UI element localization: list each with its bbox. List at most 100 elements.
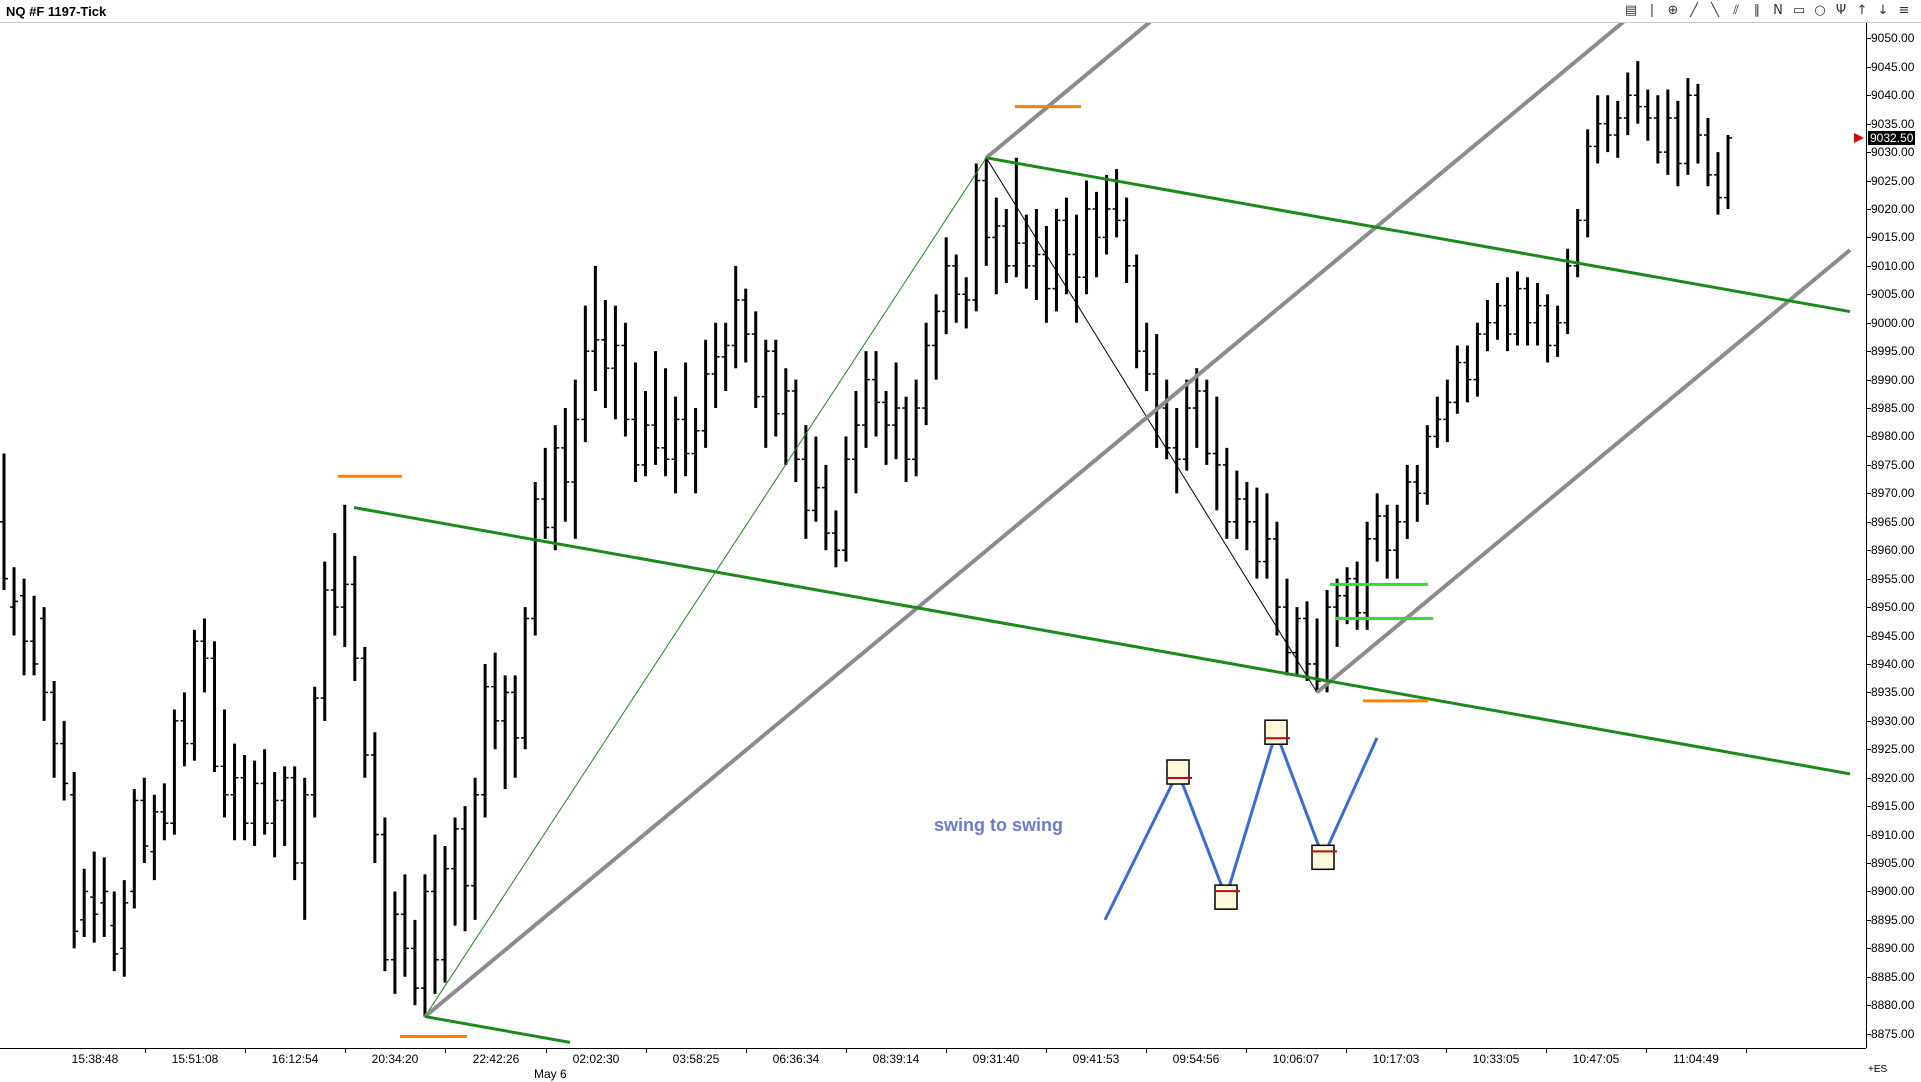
price-axis[interactable]: 9050.00 9045.00 9040.00 9035.00 9030.00 9025.…	[1866, 23, 1921, 1048]
last-price-marker-icon	[1854, 132, 1864, 143]
time-tick-label: 15:38:48	[71, 1052, 119, 1066]
price-tick-label: 8995.00	[1871, 344, 1915, 359]
price-tick-label: 9020.00	[1871, 201, 1915, 216]
parallel-lines-icon[interactable]: ∥	[1753, 3, 1761, 18]
rectangle-icon[interactable]: ▭	[1792, 3, 1806, 18]
time-tick-mark	[846, 1049, 847, 1053]
swing-line-up	[424, 157, 987, 1017]
indicator-icon[interactable]: ≡	[1898, 3, 1910, 18]
time-tick-mark	[1146, 1049, 1147, 1053]
n-wave-icon[interactable]: N	[1773, 3, 1783, 18]
price-tick-mark	[1867, 1005, 1871, 1007]
price-tick-label: 8970.00	[1871, 486, 1915, 501]
price-tick-mark	[1867, 180, 1871, 182]
price-tick-label: 9010.00	[1871, 258, 1915, 273]
price-tick-label: 8885.00	[1871, 969, 1915, 984]
price-tick-mark	[1867, 976, 1871, 978]
swing-box	[1264, 719, 1288, 745]
price-tick-label: 9050.00	[1871, 31, 1915, 46]
price-tick-label: 9040.00	[1871, 88, 1915, 103]
time-tick-label: 15:51:08	[171, 1052, 219, 1066]
price-tick-label: 8905.00	[1871, 856, 1915, 870]
time-tick-mark	[546, 1049, 547, 1053]
time-tick-label: 10:33:05	[1472, 1052, 1520, 1066]
price-tick-mark	[1867, 294, 1871, 296]
price-tick-mark	[1867, 578, 1871, 580]
time-tick-label: 09:41:53	[1072, 1052, 1120, 1066]
time-tick-label: 03:58:25	[672, 1052, 720, 1066]
price-tick-label: 8955.00	[1871, 571, 1915, 586]
crosshair-icon[interactable]: ⊕	[1667, 3, 1679, 18]
time-tick-label: 22:42:26	[472, 1052, 520, 1066]
price-tick-label: 9015.00	[1871, 230, 1915, 245]
price-tick-mark	[1867, 834, 1871, 836]
swing-box	[1214, 884, 1238, 910]
price-tick-mark	[1867, 749, 1871, 751]
arrow-down-icon[interactable]: ↓	[1877, 3, 1889, 18]
time-tick-label: 10:47:05	[1572, 1052, 1620, 1066]
time-tick-mark	[445, 1049, 446, 1053]
time-tick-label: 20:34:20	[371, 1052, 419, 1066]
time-tick-label: 09:31:40	[972, 1052, 1020, 1066]
price-tick-mark	[1867, 95, 1871, 97]
chart-type-icon[interactable]: ▤	[1624, 3, 1638, 18]
price-tick-label: 8950.00	[1871, 600, 1915, 615]
swing-box	[1311, 844, 1335, 871]
price-tick-label: 8880.00	[1871, 998, 1915, 1013]
price-tick-mark	[1867, 863, 1871, 864]
price-tick-label: 8895.00	[1871, 912, 1915, 927]
price-tick-mark	[1867, 38, 1871, 40]
channel-gray-lower	[423, 23, 1626, 1019]
price-tick-mark	[1867, 123, 1871, 125]
time-tick-label: 10:17:03	[1372, 1052, 1420, 1066]
price-tick-label: 8910.00	[1871, 827, 1915, 842]
arrow-up-icon[interactable]: ↑	[1856, 3, 1868, 18]
chart-titlebar: NQ #F 1197-Tick ▤ ❘ ⊕ ╱ ╲ ⫽ ∥ N ▭ ○ Ψ ↑ ↓ ≡	[0, 0, 1921, 23]
time-tick-label: 11:04:49	[1673, 1052, 1719, 1066]
corner-label: +ES	[1868, 1064, 1888, 1075]
price-tick-label: 9005.00	[1871, 287, 1915, 302]
line-tool-icon[interactable]: ╱	[1690, 3, 1698, 18]
trend-line-icon[interactable]: ╲	[1711, 3, 1719, 18]
time-tick-mark	[245, 1049, 246, 1053]
time-tick-mark	[946, 1049, 947, 1053]
time-tick-label: 10:06:07	[1272, 1052, 1320, 1066]
price-tick-mark	[1867, 379, 1871, 381]
channel-icon[interactable]: ⫽	[1733, 3, 1739, 18]
price-tick-label: 8875.00	[1871, 1026, 1915, 1041]
price-tick-label: 9045.00	[1871, 59, 1915, 74]
circle-icon[interactable]: ○	[1814, 3, 1826, 18]
last-price-label: 9032.50	[1868, 130, 1916, 145]
price-tick-label: 9030.00	[1871, 145, 1915, 160]
channel-green-upper	[986, 156, 1851, 314]
price-tick-label: 8965.00	[1871, 514, 1915, 529]
channel-green-bottom	[424, 1015, 571, 1044]
bar-type-icon[interactable]: ❘	[1646, 3, 1658, 18]
price-tick-label: 8920.00	[1871, 770, 1915, 785]
price-tick-mark	[1867, 322, 1871, 324]
time-tick-label: 09:54:56	[1172, 1052, 1220, 1066]
price-tick-mark	[1867, 436, 1871, 438]
price-tick-mark	[1867, 777, 1871, 779]
price-tick-mark	[1867, 635, 1871, 637]
time-axis[interactable]: May 6 15:38:48 15:51:08 16:12:54 20:34:20 22…	[0, 1048, 1866, 1082]
price-tick-mark	[1867, 208, 1871, 210]
price-tick-mark	[1867, 720, 1871, 722]
price-tick-mark	[1867, 464, 1871, 466]
time-tick-mark	[1646, 1049, 1647, 1053]
price-tick-label: 8915.00	[1871, 799, 1915, 814]
price-chart-plot[interactable]	[0, 23, 1866, 1048]
pitchfork-icon[interactable]: Ψ	[1835, 3, 1847, 18]
time-tick-label: 08:39:14	[872, 1052, 920, 1066]
price-tick-mark	[1867, 806, 1871, 808]
price-tick-label: 8980.00	[1871, 429, 1915, 444]
price-tick-mark	[1867, 521, 1871, 523]
price-tick-mark	[1867, 237, 1871, 239]
channel-green-lower	[353, 506, 1851, 776]
time-tick-mark	[345, 1049, 346, 1053]
price-tick-mark	[1867, 493, 1871, 495]
chart-title: NQ #F 1197-Tick	[6, 4, 107, 19]
time-tick-label: 06:36:34	[772, 1052, 820, 1066]
price-tick-mark	[1867, 663, 1871, 665]
price-tick-mark	[1867, 152, 1871, 154]
